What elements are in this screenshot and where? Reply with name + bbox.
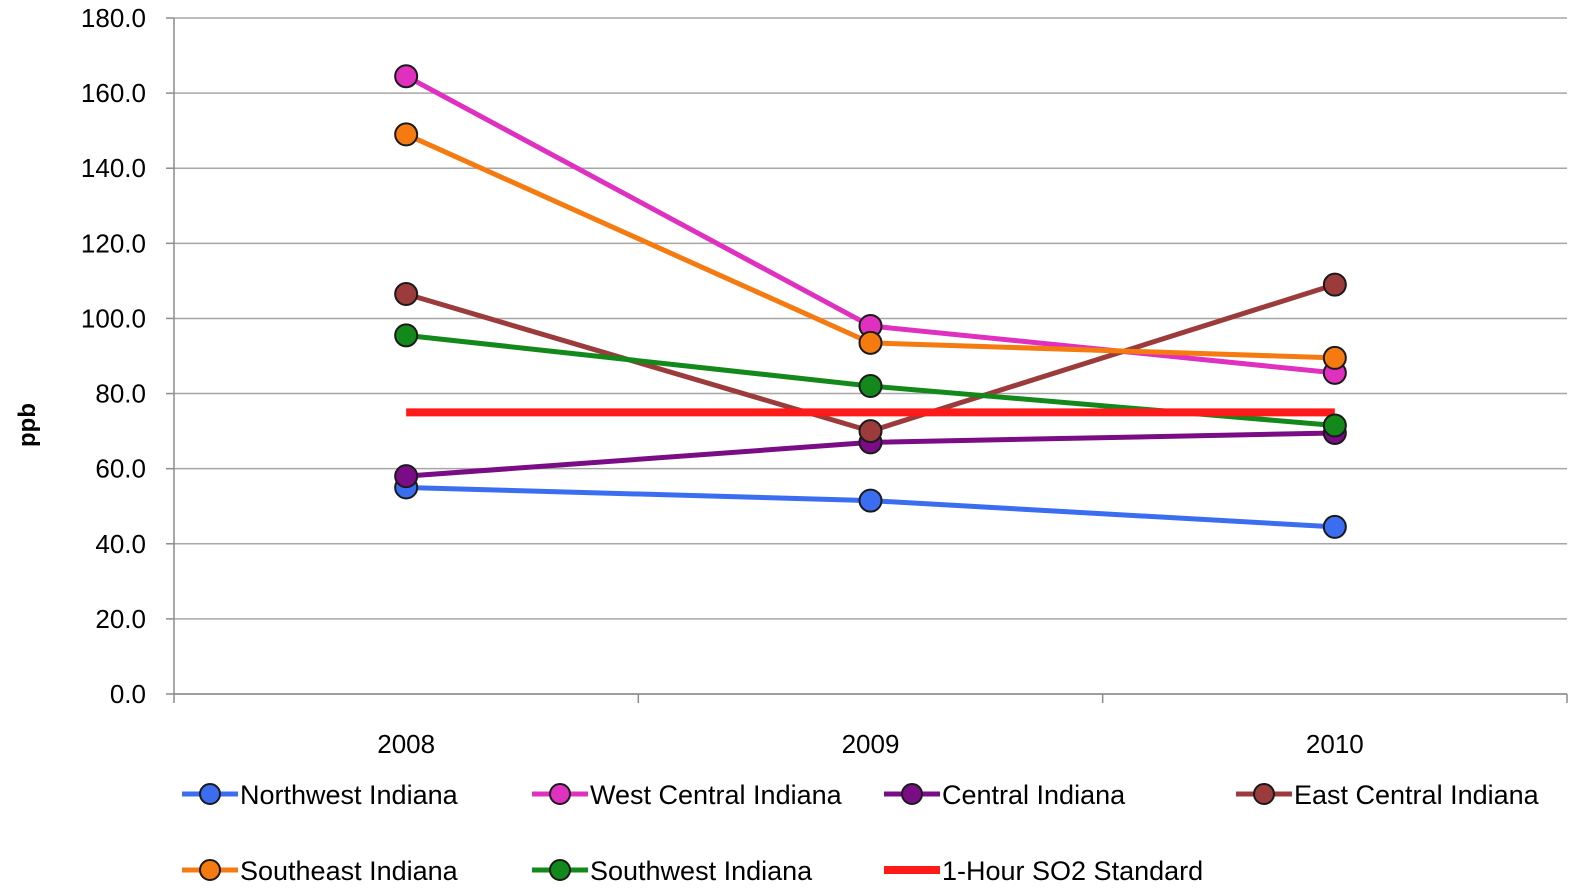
legend-marker	[199, 859, 221, 881]
y-tick-label: 160.0	[81, 78, 146, 108]
y-tick-label: 140.0	[81, 153, 146, 183]
legend-marker	[199, 783, 221, 805]
legend-entry: Southeast Indiana	[182, 856, 459, 886]
x-tick-label: 2008	[377, 729, 435, 759]
y-tick-label: 100.0	[81, 303, 146, 333]
data-point	[1322, 272, 1347, 297]
legend-marker	[549, 859, 571, 881]
legend-label: West Central Indiana	[590, 780, 843, 810]
series-lines	[394, 64, 1347, 539]
data-point	[1322, 345, 1347, 370]
legend-label: Southeast Indiana	[240, 856, 459, 886]
y-tick-label: 0.0	[110, 679, 146, 709]
data-point	[858, 330, 883, 355]
data-point	[394, 122, 419, 147]
legend-entry: 1-Hour SO2 Standard	[884, 856, 1203, 886]
x-tick-label: 2009	[842, 729, 900, 759]
y-tick-label: 40.0	[95, 529, 146, 559]
y-tick-label: 60.0	[95, 454, 146, 484]
y-tick-label: 80.0	[95, 379, 146, 409]
axes	[166, 17, 1568, 703]
y-tick-label: 180.0	[81, 3, 146, 33]
y-tick-label: 20.0	[95, 604, 146, 634]
data-point	[1322, 413, 1347, 438]
legend-label: East Central Indiana	[1294, 780, 1540, 810]
legend-marker	[549, 783, 571, 805]
data-point	[858, 419, 883, 444]
data-point	[1322, 514, 1347, 539]
legend-entry: Southwest Indiana	[532, 856, 813, 886]
x-tick-label: 2010	[1306, 729, 1364, 759]
y-tick-labels: 0.0 20.0 40.0 60.0 80.0 100.0 120.0 140.0 160.0 1…	[81, 3, 146, 709]
data-point	[394, 323, 419, 348]
legend-entry: East Central Indiana	[1236, 780, 1540, 810]
legend-label: 1-Hour SO2 Standard	[942, 856, 1203, 886]
data-point	[394, 282, 419, 307]
data-point	[858, 374, 883, 399]
legend-marker	[1253, 783, 1275, 805]
legend-entry: Northwest Indiana	[182, 780, 459, 810]
x-tick-labels: 2008 2009 2010	[377, 729, 1364, 759]
legend-entry: Central Indiana	[884, 780, 1126, 810]
legend-entry: West Central Indiana	[532, 780, 843, 810]
y-axis-label: ppb	[14, 403, 41, 447]
legend-marker	[901, 783, 923, 805]
legend-label: Northwest Indiana	[240, 780, 459, 810]
y-tick-label: 120.0	[81, 228, 146, 258]
legend-label: Central Indiana	[942, 780, 1126, 810]
legend: Northwest Indiana West Central Indiana Cen…	[182, 780, 1540, 886]
gridlines	[174, 17, 1567, 695]
legend-label: Southwest Indiana	[590, 856, 813, 886]
data-point	[394, 464, 419, 489]
data-point	[394, 64, 419, 89]
data-point	[858, 488, 883, 513]
